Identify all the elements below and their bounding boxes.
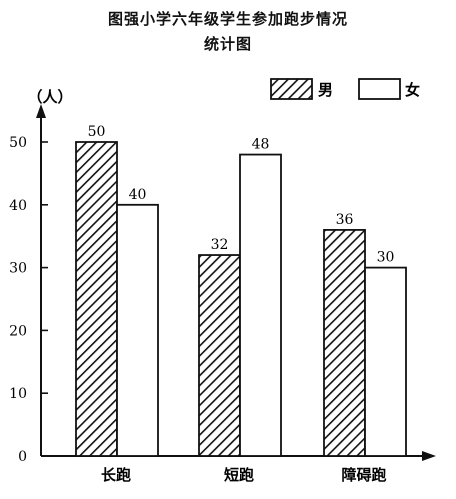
y-axis-arrow xyxy=(36,104,46,118)
bar-value-label: 48 xyxy=(252,137,270,153)
bar-girls-2 xyxy=(239,153,282,457)
bar-girls-3 xyxy=(364,266,407,457)
y-tick-label: 10 xyxy=(9,386,27,402)
y-tick-label: 0 xyxy=(18,449,27,465)
chart-title: 图强小学六年级学生参加跑步情况 xyxy=(107,10,348,28)
legend-swatch-boys xyxy=(270,78,313,100)
chart-subtitle: 统计图 xyxy=(203,35,252,53)
y-tick-label: 40 xyxy=(9,198,27,214)
legend-swatch-girls xyxy=(358,78,401,100)
y-tick-label: 50 xyxy=(9,135,27,151)
bar-value-label: 32 xyxy=(211,237,229,253)
bar-value-label: 40 xyxy=(129,187,147,203)
y-tick-label: 30 xyxy=(9,261,27,277)
bar-value-label: 30 xyxy=(377,250,395,266)
legend-label-girls: 女 xyxy=(405,81,420,99)
bar-value-label: 50 xyxy=(88,124,106,140)
y-tick-label: 20 xyxy=(9,323,27,339)
bar-value-label: 36 xyxy=(336,212,354,228)
legend-label-boys: 男 xyxy=(318,81,333,99)
x-tick-label: 障碍跑 xyxy=(341,466,386,484)
bar-boys-2 xyxy=(198,254,241,457)
x-tick-label: 短跑 xyxy=(224,466,254,484)
bar-girls-1 xyxy=(116,203,159,457)
bar-boys-3 xyxy=(323,229,366,457)
x-tick-label: 长跑 xyxy=(101,466,131,484)
y-axis-label: （人） xyxy=(27,88,72,106)
x-axis-arrow xyxy=(422,451,436,461)
bar-boys-1 xyxy=(75,141,118,457)
